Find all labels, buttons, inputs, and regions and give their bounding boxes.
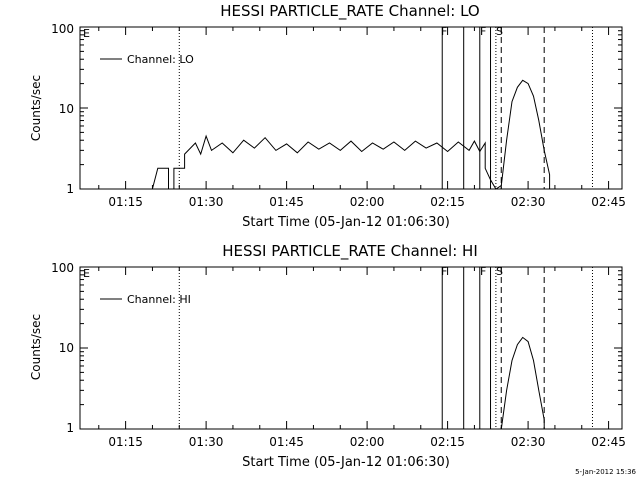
- x-axis-label-hi: Start Time (05-Jan-12 01:06:30): [242, 455, 450, 470]
- legend-label-lo: Channel: LO: [127, 53, 194, 66]
- x-tick-label-hi: 02:15: [430, 435, 465, 449]
- y-tick-label-hi-100: 100: [51, 261, 74, 275]
- y-ticks-hi: [80, 266, 622, 430]
- x-tick-label-hi: 02:00: [350, 435, 385, 449]
- x-tick-label-lo: 01:45: [269, 195, 304, 209]
- y-axis-label-hi: Counts/sec: [29, 314, 43, 380]
- x-tick-label-hi: 02:45: [591, 435, 626, 449]
- legend-label-hi: Channel: HI: [127, 293, 191, 306]
- x-ticks-lo: 01:15 01:30 01:45 02:00 02:15 02:30 02:45: [98, 27, 626, 209]
- panel-hi: HESSI PARTICLE_RATE Channel: HI Counts/s…: [29, 242, 626, 470]
- x-tick-label-hi: 02:30: [511, 435, 546, 449]
- x-axis-label-lo: Start Time (05-Jan-12 01:06:30): [242, 215, 450, 230]
- data-series-hi: [500, 336, 545, 430]
- plot-frame-lo: [79, 26, 623, 190]
- chart-title-hi: HESSI PARTICLE_RATE Channel: HI: [222, 242, 478, 261]
- y-axis-label-lo: Counts/sec: [29, 75, 43, 141]
- x-tick-label-lo: 02:15: [430, 195, 465, 209]
- y-ticks-lo: [80, 26, 622, 190]
- flag-label-lo-e: E: [83, 27, 90, 40]
- y-tick-label-lo-100: 100: [51, 22, 74, 36]
- y-tick-label-hi-1: 1: [66, 421, 74, 435]
- x-tick-label-hi: 01:30: [189, 435, 224, 449]
- panel-lo: HESSI PARTICLE_RATE Channel: LO Counts/s…: [29, 2, 626, 230]
- x-tick-label-lo: 01:15: [108, 195, 143, 209]
- flag-label-lo-s: S: [496, 25, 503, 38]
- y-tick-label-hi-10: 10: [59, 341, 74, 355]
- x-tick-label-lo: 02:30: [511, 195, 546, 209]
- flag-label-hi-e: E: [83, 267, 90, 280]
- x-tick-label-lo: 01:30: [189, 195, 224, 209]
- x-tick-label-lo: 02:45: [591, 195, 626, 209]
- data-series-lo: [151, 79, 551, 190]
- flag-lines-hi: [178, 267, 593, 429]
- y-tick-label-lo-10: 10: [59, 102, 74, 116]
- flag-label-hi-s: S: [496, 265, 503, 278]
- x-tick-label-hi: 01:45: [269, 435, 304, 449]
- x-tick-label-lo: 02:00: [350, 195, 385, 209]
- x-ticks-hi: 01:15 01:30 01:45 02:00 02:15 02:30 02:45: [98, 267, 626, 449]
- flag-label-hi-f1: F: [441, 265, 447, 278]
- plot-frame-hi: [79, 266, 623, 430]
- flag-label-lo-f2: F: [480, 25, 486, 38]
- flag-lines-lo: [178, 27, 593, 189]
- flag-label-lo-f1: F: [441, 25, 447, 38]
- y-tick-label-lo-1: 1: [66, 182, 74, 196]
- x-tick-label-hi: 01:15: [108, 435, 143, 449]
- flag-label-hi-f2: F: [480, 265, 486, 278]
- footer-timestamp: 5-Jan-2012 15:36: [575, 468, 636, 476]
- chart-title-lo: HESSI PARTICLE_RATE Channel: LO: [220, 2, 479, 21]
